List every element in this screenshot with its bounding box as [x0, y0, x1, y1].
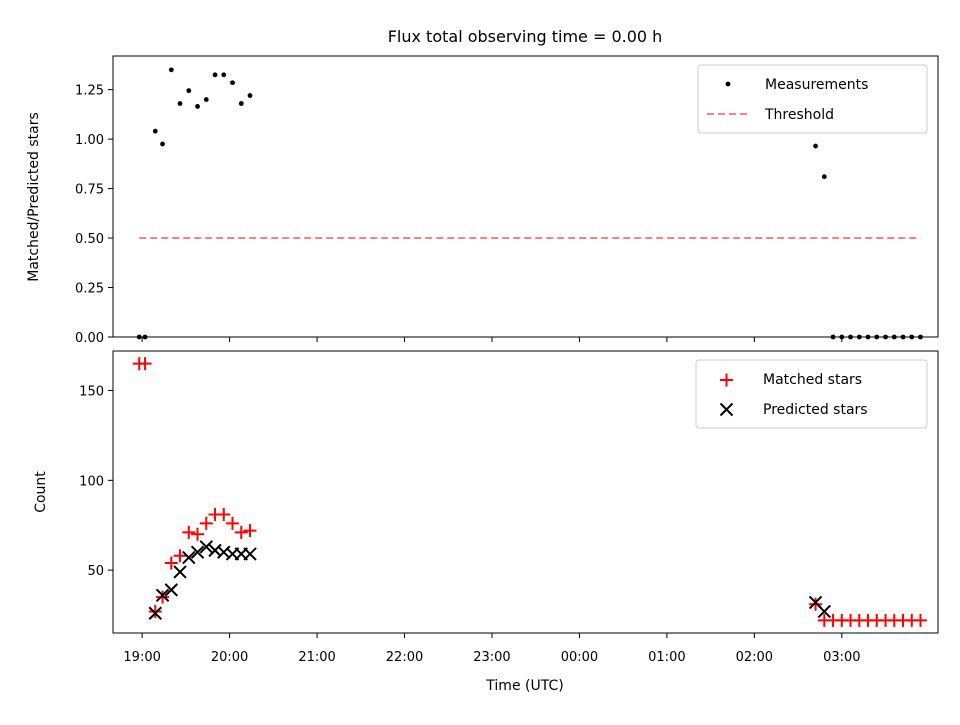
predicted-star-point — [148, 606, 162, 620]
matched-star-point — [243, 524, 257, 538]
bottom-axes-frame — [112, 350, 939, 634]
predicted-star-point — [173, 565, 187, 579]
legend-measurements-marker — [725, 81, 731, 87]
matched-star-point — [226, 516, 240, 530]
bottom-panel: 50 100 150 19:00 20:00 21:00 22:00 23:00 00:00 0… — [33, 350, 939, 694]
predicted-star-point — [155, 588, 170, 602]
bottom-plot-area — [132, 357, 928, 627]
top-legend: Measurements Threshold — [697, 64, 928, 134]
bottom-y-axis: 50 100 150 — [79, 385, 113, 579]
measurement-point — [177, 101, 183, 106]
predicted-star-point — [817, 604, 832, 619]
top-y-axis: 0.00 0.25 0.50 0.75 1.00 1.25 — [75, 84, 113, 346]
x-tick-label: 20:00 — [211, 650, 248, 665]
top-y-axis-label: Matched/Predicted stars — [26, 112, 42, 282]
legend-matched-marker — [720, 373, 733, 387]
top-y-tick-label: 0.00 — [75, 331, 104, 346]
matched-star-point — [173, 549, 187, 563]
x-tick-label: 03:00 — [823, 650, 860, 665]
x-tick-label: 21:00 — [298, 650, 335, 665]
measurement-point — [230, 80, 235, 86]
measurement-point — [203, 97, 209, 102]
predicted-star-point — [182, 550, 196, 565]
legend-matched-label: Matched stars — [763, 372, 862, 388]
matched-star-point — [914, 613, 928, 627]
measurement-point — [195, 104, 200, 109]
predicted-star-point — [199, 540, 213, 554]
measurement-point — [238, 101, 244, 106]
legend-measurements-label: Measurements — [765, 77, 868, 93]
measurement-point — [212, 72, 218, 78]
top-y-tick-label: 0.25 — [75, 282, 104, 297]
x-tick-label: 02:00 — [736, 650, 773, 665]
matched-star-point — [809, 597, 823, 611]
measurement-point — [247, 93, 253, 98]
legend-predicted-marker — [719, 402, 734, 417]
measurement-point — [221, 72, 227, 78]
measurement-point — [160, 141, 165, 147]
legend-predicted-label: Predicted stars — [763, 402, 868, 418]
measurement-point — [168, 67, 174, 73]
measurement-point — [186, 88, 192, 94]
measurement-point — [821, 174, 827, 180]
predicted-star-point — [190, 545, 205, 559]
x-tick-label: 19:00 — [123, 650, 160, 665]
bottom-y-axis-label: Count — [33, 471, 49, 513]
top-legend-box — [697, 64, 928, 134]
measurement-point — [813, 143, 818, 149]
matched-star-point — [148, 604, 162, 618]
matched-star-point — [164, 556, 178, 570]
bottom-y-tick-label: 100 — [79, 474, 104, 489]
matched-star-point — [217, 507, 231, 521]
matched-star-point — [191, 527, 205, 541]
x-tick-label: 01:00 — [648, 650, 685, 665]
top-y-tick-label: 1.25 — [75, 84, 104, 99]
top-y-tick-label: 0.50 — [75, 232, 104, 247]
top-y-tick-label: 1.00 — [75, 133, 104, 148]
measurement-point — [152, 128, 158, 134]
bottom-legend-box — [695, 359, 928, 429]
matched-star-point — [138, 357, 152, 371]
top-axes-frame — [112, 55, 939, 338]
predicted-star-point — [164, 583, 179, 597]
bottom-y-tick-label: 150 — [79, 385, 104, 400]
predicted-star-point — [243, 547, 257, 561]
bottom-legend: Matched stars Predicted stars — [695, 359, 928, 429]
matched-star-point — [156, 590, 170, 604]
bottom-y-tick-label: 50 — [87, 564, 104, 579]
x-tick-label: 00:00 — [561, 650, 598, 665]
legend-threshold-label: Threshold — [764, 107, 834, 123]
chart-title: Flux total observing time = 0.00 h — [388, 27, 663, 46]
bottom-x-axis: 19:00 20:00 21:00 22:00 23:00 00:00 01:00 02:00… — [123, 633, 861, 665]
matched-star-point — [182, 525, 196, 539]
top-panel: 0.00 0.25 0.50 0.75 1.00 1.25 Matched/Predict… — [26, 55, 939, 346]
matched-star-point — [234, 525, 248, 539]
x-axis-label: Time (UTC) — [485, 678, 563, 694]
matched-star-point — [199, 516, 213, 530]
top-x-axis — [141, 337, 843, 342]
x-tick-label: 22:00 — [386, 650, 423, 665]
x-tick-label: 23:00 — [473, 650, 510, 665]
top-y-tick-label: 0.75 — [75, 183, 104, 198]
